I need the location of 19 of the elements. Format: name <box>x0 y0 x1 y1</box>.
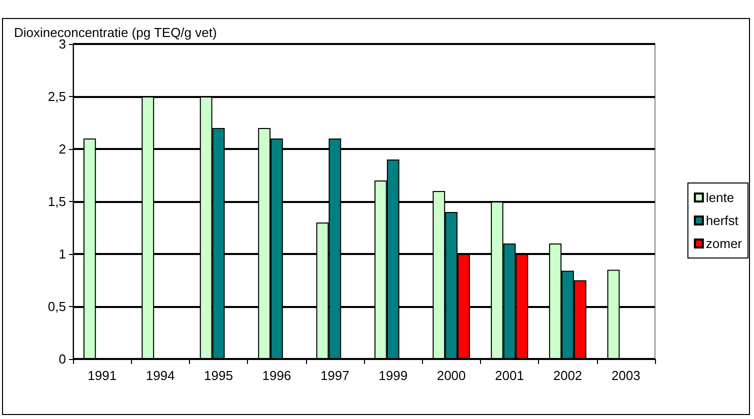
y-tick-label: 0 <box>58 352 66 366</box>
x-tick-label: 1997 <box>320 368 350 383</box>
x-tick-label: 1996 <box>262 368 292 383</box>
x-tick-label: 1991 <box>88 368 117 383</box>
legend-label: lente <box>706 190 734 205</box>
x-tick-label: 2001 <box>495 368 524 383</box>
legend-label: herfst <box>706 213 739 228</box>
x-tick-label: 2003 <box>611 368 640 383</box>
y-tick-label: 1 <box>58 246 66 262</box>
x-tick-label: 1994 <box>146 368 175 383</box>
x-tick-label: 2000 <box>436 368 466 383</box>
x-tick-label: 1999 <box>378 368 408 383</box>
y-tick-label: 1,5 <box>48 194 66 209</box>
y-tick-label: 0,5 <box>48 299 66 314</box>
y-tick-label: 2 <box>58 142 66 156</box>
legend-label: zomer <box>706 236 743 251</box>
y-tick-label: 2,5 <box>48 89 66 104</box>
x-tick-label: 1995 <box>204 368 233 383</box>
x-tick-label: 2002 <box>553 368 582 383</box>
